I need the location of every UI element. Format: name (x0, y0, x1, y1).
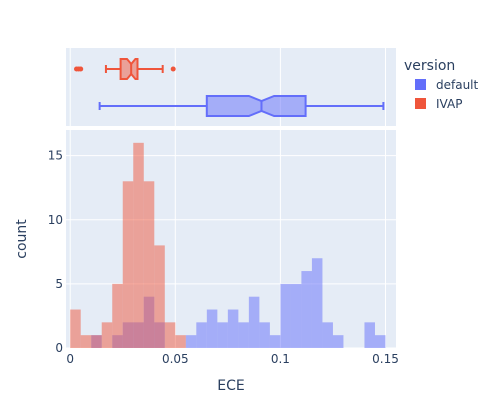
x-axis-ticks: 0 0.05 0.1 0.15 (66, 352, 398, 366)
hist-bar-default (269, 335, 281, 348)
hist-bar-ivap (101, 322, 113, 348)
box-ivap (74, 58, 176, 80)
hist-bar-default (196, 322, 207, 348)
hist-bar-ivap (154, 245, 165, 348)
legend-label-ivap: IVAP (436, 97, 462, 111)
hist-bar-ivap (133, 142, 144, 348)
legend-item-ivap[interactable]: IVAP (415, 97, 462, 111)
hist-bar-ivap (112, 283, 123, 348)
hist-bar-default (185, 335, 197, 348)
x-tick-label: 0.05 (162, 352, 189, 366)
hist-bar-default (227, 309, 239, 348)
hist-bar-default (332, 335, 344, 348)
hist-bar-default (217, 322, 228, 348)
histogram-bars (70, 142, 386, 348)
hist-bar-ivap (175, 335, 186, 348)
legend-swatch-ivap (415, 98, 426, 109)
hist-bar-default (280, 283, 291, 348)
box-plot-layer (74, 58, 385, 117)
y-axis-ticks: 0 5 10 15 (48, 149, 63, 355)
legend-swatch-default (415, 79, 426, 90)
hist-bar-ivap (80, 335, 92, 348)
hist-bar-default (374, 335, 386, 348)
legend-label-default: default (436, 78, 479, 92)
y-axis-title: count (14, 219, 30, 259)
hist-bar-default (206, 309, 218, 348)
hist-bar-ivap (122, 181, 134, 348)
y-tick-label: 5 (55, 277, 63, 291)
y-tick-label: 0 (55, 341, 63, 355)
x-axis-title: ECE (217, 378, 244, 394)
legend-title: version (404, 58, 455, 74)
legend-items: default IVAP (415, 78, 479, 111)
hist-bar-ivap (70, 309, 81, 348)
hist-bar-default (322, 322, 333, 348)
outlier-point-ivap (78, 66, 84, 72)
box-body-default (205, 95, 307, 117)
legend: version default IVAP (404, 58, 479, 111)
hist-bar-default (311, 258, 323, 348)
outlier-point-ivap (170, 66, 176, 72)
hist-bar-default (364, 322, 375, 348)
y-tick-label: 10 (48, 213, 63, 227)
x-tick-label: 0.15 (372, 352, 399, 366)
legend-item-default[interactable]: default (415, 78, 479, 92)
y-tick-label: 15 (48, 149, 63, 163)
x-tick-label: 0.1 (271, 352, 290, 366)
hist-bar-ivap (91, 335, 102, 348)
box-default (98, 95, 385, 117)
hist-bar-default (290, 283, 302, 348)
hist-bar-default (301, 271, 312, 348)
hist-bar-ivap (143, 181, 155, 348)
hist-bar-ivap (164, 322, 176, 348)
x-tick-label: 0 (66, 352, 74, 366)
hist-bar-default (238, 322, 249, 348)
box-body-ivap (119, 58, 139, 80)
hist-bar-default (259, 322, 270, 348)
hist-bar-default (248, 296, 260, 348)
